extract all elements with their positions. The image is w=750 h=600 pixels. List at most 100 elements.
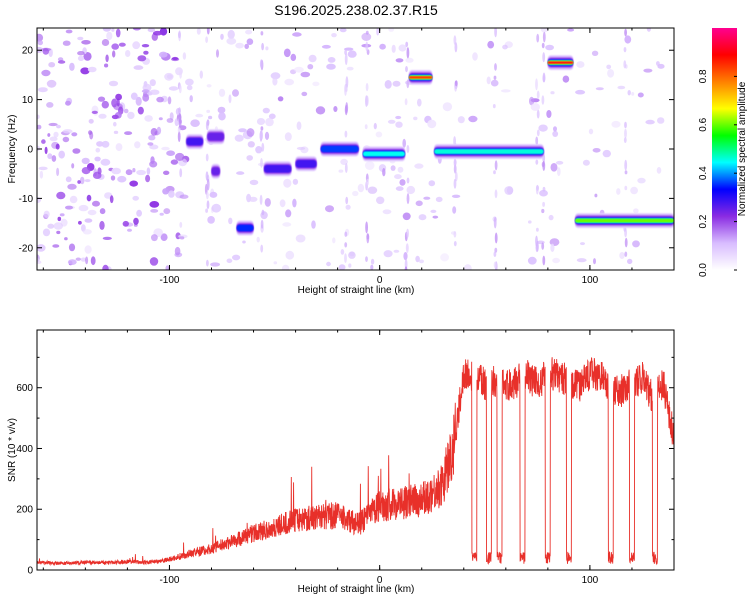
noise-blob [182, 52, 187, 60]
noise-streak [493, 216, 497, 229]
noise-streak [536, 90, 540, 100]
noise-streak [366, 178, 369, 186]
noise-blob [399, 179, 406, 186]
spectrogram-ylabel: Frequency (Hz) [7, 115, 18, 184]
noise-streak [365, 95, 369, 106]
noise-streak [535, 78, 538, 91]
noise-streak [406, 243, 409, 254]
noise-blob [85, 256, 89, 265]
noise-streak [494, 63, 497, 71]
noise-blob [37, 114, 40, 119]
noise-streak [624, 28, 627, 37]
noise-blob [175, 152, 185, 161]
noise-blob [56, 167, 60, 177]
noise-streak [541, 242, 545, 250]
noise-streak [206, 200, 210, 210]
noise-blob [417, 98, 422, 107]
noise-streak [179, 168, 183, 178]
noise-blob [430, 209, 437, 213]
noise-blob [102, 264, 109, 270]
noise-blob [582, 159, 590, 166]
noise-blob [133, 65, 144, 70]
noise-blob [226, 258, 233, 264]
noise-blob [611, 120, 621, 128]
noise-blob [207, 216, 215, 224]
noise-blob [423, 196, 431, 200]
noise-blob [71, 132, 78, 137]
noise-blob [47, 153, 53, 160]
noise-streak [177, 131, 181, 143]
noise-blob [379, 43, 386, 50]
noise-blob [345, 204, 351, 210]
noise-blob [344, 47, 354, 51]
noise-blob [171, 56, 179, 61]
noise-blob [96, 141, 104, 147]
noise-blob [167, 96, 172, 105]
noise-streak [178, 84, 182, 94]
signal-band [207, 132, 225, 141]
noise-blob [555, 160, 564, 165]
noise-blob [41, 69, 51, 77]
noise-blob [414, 163, 424, 169]
noise-blob [104, 63, 109, 68]
noise-blob [393, 249, 400, 253]
noise-blob [56, 191, 66, 200]
noise-blob [44, 146, 48, 155]
noise-streak [344, 130, 348, 138]
noise-blob [37, 33, 44, 42]
noise-blob [272, 77, 278, 86]
noise-blob [89, 131, 94, 140]
noise-blob [428, 180, 436, 187]
noise-blob [102, 28, 111, 32]
noise-blob [81, 167, 91, 175]
noise-blob [388, 28, 395, 32]
noise-blob [256, 236, 260, 243]
noise-blob [326, 63, 336, 70]
noise-blob [235, 42, 244, 49]
noise-streak [535, 136, 539, 146]
noise-blob [502, 44, 508, 50]
noise-blob [72, 148, 81, 154]
noise-blob [92, 171, 102, 179]
noise-blob [292, 198, 297, 208]
noise-streak [206, 259, 209, 267]
noise-blob [384, 80, 392, 89]
noise-blob [99, 220, 105, 230]
colorbar-label: Normalized spectral amplitude [737, 81, 748, 216]
noise-blob [390, 165, 396, 171]
noise-blob [285, 250, 295, 260]
noise-blob [69, 62, 75, 71]
noise-blob [301, 91, 308, 97]
signal-band [236, 225, 254, 231]
noise-blob [486, 76, 491, 85]
noise-blob [168, 86, 179, 91]
noise-blob [398, 44, 407, 52]
noise-blob [37, 124, 42, 130]
noise-blob [452, 206, 457, 214]
noise-blob [43, 210, 50, 218]
noise-blob [48, 61, 56, 68]
noise-streak [261, 42, 264, 51]
noise-blob [170, 159, 179, 165]
noise-blob [273, 261, 278, 265]
noise-blob [64, 237, 68, 241]
noise-blob [156, 126, 162, 135]
noise-blob [149, 89, 160, 95]
noise-blob [332, 237, 336, 244]
snr-background [37, 330, 674, 570]
noise-streak [345, 196, 349, 205]
noise-streak [344, 163, 348, 173]
noise-blob [101, 140, 110, 148]
noise-blob [300, 71, 311, 78]
noise-blob [38, 87, 48, 93]
noise-blob [111, 98, 118, 108]
noise-blob [81, 157, 90, 165]
noise-blob [262, 107, 270, 114]
noise-blob [432, 215, 439, 219]
noise-blob [218, 88, 226, 97]
noise-blob [232, 89, 239, 97]
noise-streak [365, 41, 369, 52]
noise-blob [395, 186, 404, 191]
noise-blob [143, 81, 148, 88]
